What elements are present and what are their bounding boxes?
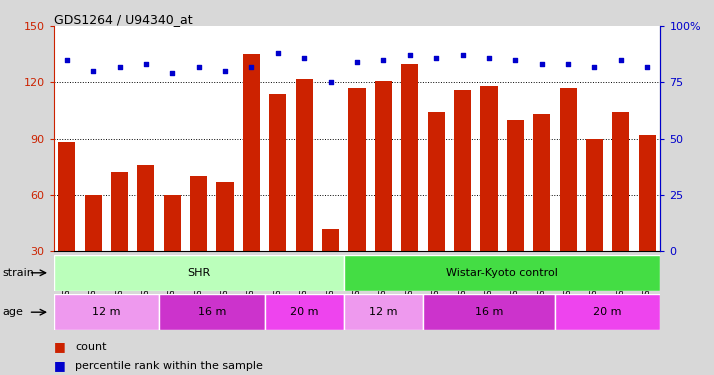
Point [404,53,416,58]
Text: ■: ■ [54,359,65,372]
Point [510,57,521,63]
Bar [54,294,159,330]
Point [61,57,72,63]
Bar [190,176,207,308]
Bar [296,79,313,308]
Bar [164,195,181,308]
Text: 20 m: 20 m [290,307,318,317]
Bar [216,182,233,308]
Bar [533,114,550,308]
Text: 16 m: 16 m [198,307,226,317]
Text: ■: ■ [54,340,65,353]
Text: Wistar-Kyoto control: Wistar-Kyoto control [446,268,558,278]
Bar [560,88,577,308]
Bar [344,255,660,291]
Point [87,68,99,74]
Bar [586,139,603,308]
Bar [639,135,656,308]
Point [563,62,574,68]
Bar [481,86,498,308]
Bar [84,195,101,308]
Point [589,64,600,70]
Bar [454,90,471,308]
Text: count: count [75,342,106,352]
Point [615,57,627,63]
Bar [265,294,344,330]
Point [114,64,125,70]
Point [246,64,257,70]
Bar [555,294,660,330]
Bar [348,88,366,308]
Point [536,62,548,68]
Text: strain: strain [3,268,35,278]
Point [483,55,495,61]
Point [378,57,389,63]
Point [351,59,363,65]
Bar [159,294,265,330]
Text: GDS1264 / U94340_at: GDS1264 / U94340_at [54,13,192,26]
Bar [58,142,75,308]
Bar [269,94,286,308]
Point [166,70,178,76]
Point [642,64,653,70]
Point [325,80,336,86]
Point [298,55,310,61]
Bar [243,54,260,307]
Point [457,53,468,58]
Bar [375,81,392,308]
Text: 12 m: 12 m [369,307,398,317]
Point [431,55,442,61]
Text: 12 m: 12 m [92,307,121,317]
Bar [613,112,630,308]
Bar [507,120,524,308]
Bar [54,255,344,291]
Point [140,62,151,68]
Bar [111,172,128,308]
Point [219,68,231,74]
Text: 16 m: 16 m [475,307,503,317]
Bar [322,229,339,308]
Point [272,50,283,56]
Bar [423,294,555,330]
Bar [344,294,423,330]
Bar [401,64,418,308]
Text: percentile rank within the sample: percentile rank within the sample [75,361,263,370]
Text: 20 m: 20 m [593,307,622,317]
Text: age: age [3,307,24,317]
Point [193,64,204,70]
Text: SHR: SHR [187,268,211,278]
Bar [428,112,445,308]
Bar [137,165,154,308]
